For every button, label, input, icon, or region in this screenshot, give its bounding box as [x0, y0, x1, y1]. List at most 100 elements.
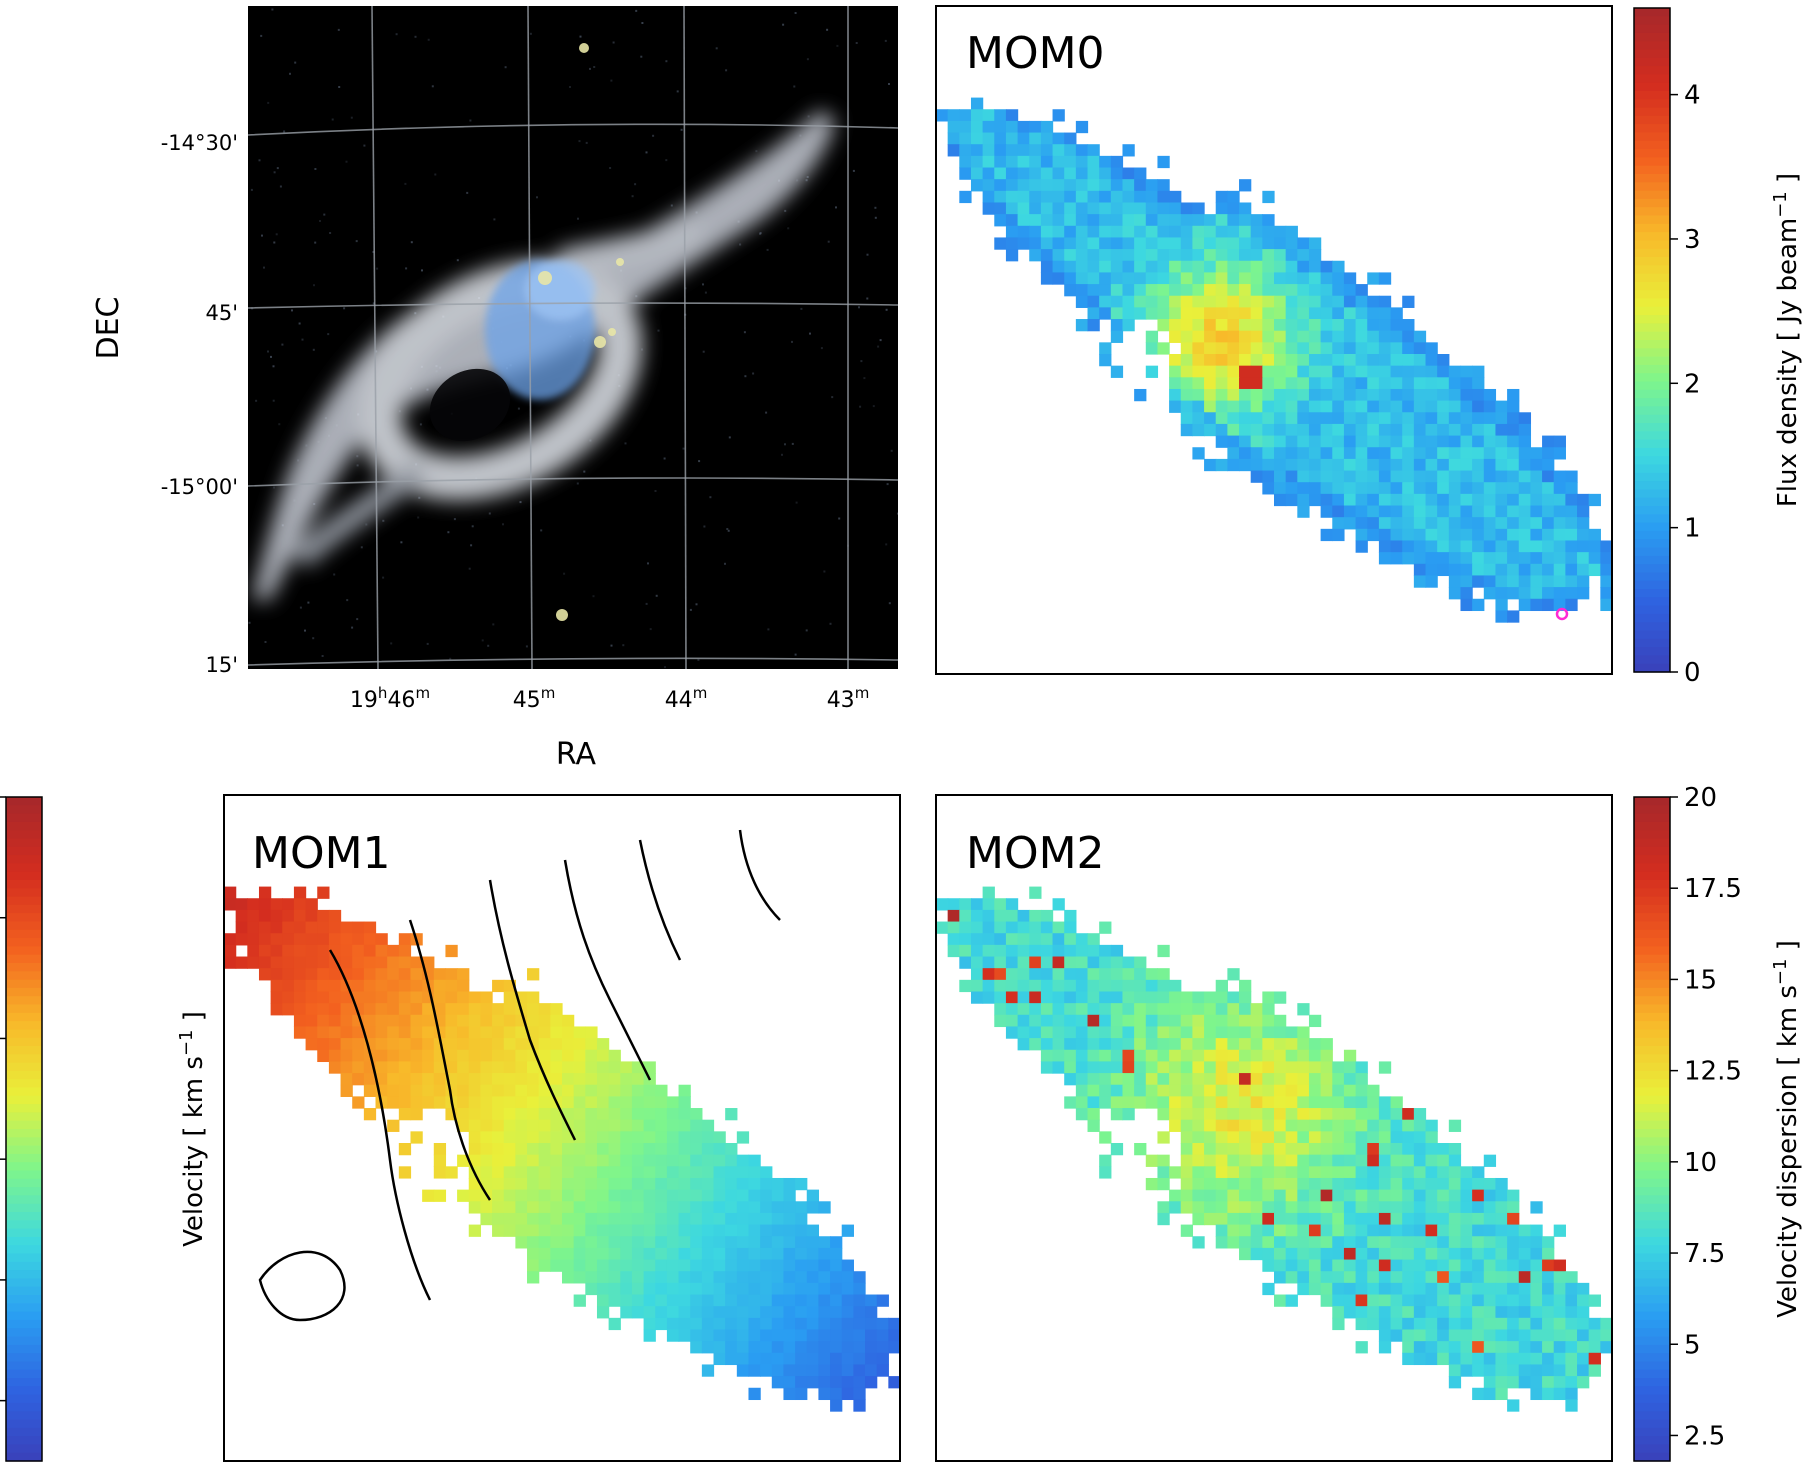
map-pixel — [1262, 991, 1275, 1004]
map-pixel — [457, 1119, 470, 1132]
map-pixel — [1495, 598, 1508, 612]
map-pixel — [1052, 272, 1065, 285]
map-pixel — [1064, 190, 1077, 204]
map-pixel — [1472, 470, 1485, 483]
colorbar-segment — [6, 880, 42, 889]
map-pixel — [748, 1271, 761, 1284]
colorbar-segment — [6, 855, 42, 864]
map-pixel — [562, 1189, 575, 1202]
map-pixel — [1425, 1352, 1438, 1366]
noise-speck — [624, 442, 627, 445]
map-pixel — [830, 1294, 843, 1307]
map-pixel — [1378, 1306, 1392, 1319]
map-pixel — [1448, 1119, 1462, 1132]
map-pixel — [1274, 493, 1287, 507]
map-pixel — [1448, 575, 1462, 588]
map-pixel — [1192, 1177, 1205, 1191]
map-pixel — [771, 1177, 785, 1191]
map-pixel — [480, 1003, 493, 1016]
map-pixel — [1157, 214, 1170, 227]
map-pixel — [631, 1271, 645, 1284]
map-pixel — [1495, 482, 1508, 495]
map-pixel — [1204, 1049, 1217, 1063]
map-pixel — [1425, 575, 1438, 588]
map-pixel — [293, 1003, 307, 1016]
map-pixel — [1262, 1177, 1275, 1191]
map-pixel — [1297, 1119, 1310, 1132]
map-pixel — [1274, 1119, 1287, 1132]
map-pixel — [1285, 435, 1298, 448]
colorbar-segment — [1634, 1120, 1670, 1130]
map-pixel — [1507, 505, 1520, 518]
map-pixel — [1192, 1143, 1205, 1156]
map-pixel — [1239, 1061, 1252, 1074]
colorbar-segment — [6, 871, 42, 881]
map-pixel — [1099, 1166, 1112, 1179]
map-pixel — [1285, 1189, 1298, 1202]
map-pixel — [1274, 412, 1287, 425]
map-pixel — [1064, 933, 1077, 946]
map-pixel — [1530, 1247, 1543, 1261]
noise-speck — [805, 629, 808, 632]
map-pixel — [1145, 214, 1159, 227]
map-pixel — [1542, 1294, 1555, 1307]
map-pixel — [538, 1131, 551, 1144]
map-pixel — [1285, 1026, 1298, 1039]
map-pixel — [620, 1271, 633, 1284]
colorbar-segment — [6, 1386, 42, 1396]
map-pixel — [340, 1049, 353, 1063]
map-pixel — [1402, 1282, 1415, 1296]
map-pixel — [1390, 400, 1403, 413]
map-pixel — [562, 1224, 575, 1237]
velocity-contour — [408, 919, 492, 1201]
map-pixel — [1052, 260, 1065, 274]
map-pixel — [1262, 1224, 1275, 1237]
map-pixel — [783, 1387, 796, 1401]
map-pixel — [293, 886, 307, 899]
map-pixel — [1495, 563, 1508, 577]
noise-speck — [725, 69, 728, 72]
map-pixel — [760, 1294, 773, 1307]
map-pixel — [1052, 167, 1065, 180]
map-pixel — [1320, 1084, 1333, 1097]
colorbar-segment — [1634, 1187, 1670, 1196]
colorbar-segment — [1634, 838, 1670, 848]
map-pixel — [701, 1306, 715, 1319]
map-pixel — [1145, 1014, 1159, 1028]
map-pixel — [1425, 412, 1438, 425]
map-pixel — [1402, 540, 1415, 553]
map-pixel — [690, 1282, 703, 1296]
star — [594, 336, 606, 348]
map-pixel — [1052, 144, 1065, 157]
map-pixel — [1343, 482, 1357, 495]
colorbar-segment — [1634, 1427, 1670, 1437]
map-pixel — [1402, 1317, 1415, 1331]
colorbar-segment — [1634, 1220, 1670, 1230]
map-pixel — [1157, 272, 1170, 285]
noise-speck — [610, 79, 613, 82]
map-pixel — [1262, 1061, 1275, 1074]
map-pixel — [1145, 1049, 1159, 1063]
map-pixel — [585, 1189, 598, 1202]
map-pixel — [1320, 400, 1333, 413]
map-pixel — [480, 1201, 493, 1214]
map-pixel — [422, 1084, 435, 1097]
map-pixel — [1472, 1352, 1485, 1366]
map-pixel — [1530, 575, 1543, 588]
noise-speck — [665, 159, 668, 162]
map-pixel — [1565, 563, 1578, 577]
map-pixel — [1250, 470, 1263, 483]
map-pixel — [760, 1236, 773, 1249]
map-pixel — [1413, 1131, 1427, 1144]
noise-speck — [327, 333, 330, 336]
map-pixel — [1262, 1247, 1275, 1261]
map-pixel — [1262, 400, 1275, 413]
map-pixel — [666, 1212, 680, 1226]
map-pixel — [1052, 1003, 1065, 1016]
map-pixel — [433, 1166, 447, 1179]
map-pixel — [725, 1294, 738, 1307]
map-pixel — [1308, 447, 1322, 460]
map-pixel — [1332, 435, 1345, 448]
map-pixel — [818, 1236, 831, 1249]
map-pixel — [1437, 1259, 1450, 1272]
